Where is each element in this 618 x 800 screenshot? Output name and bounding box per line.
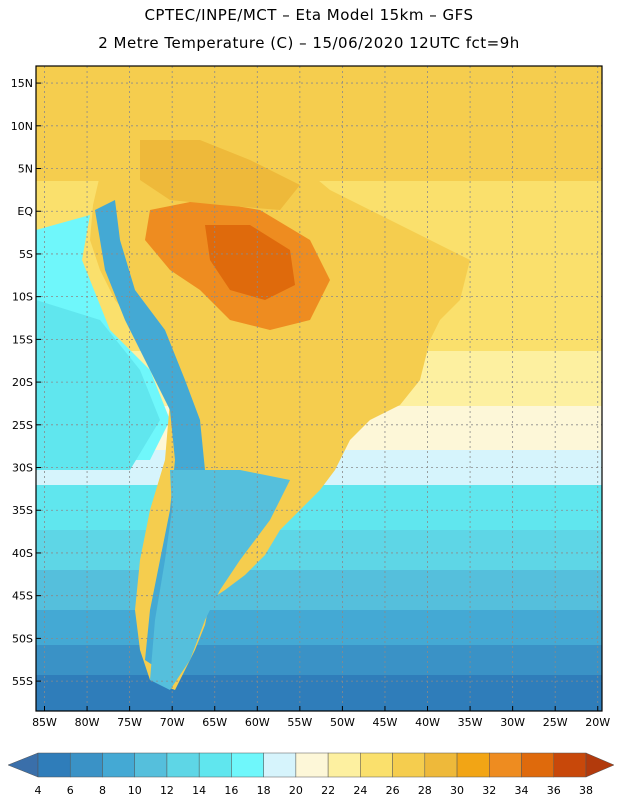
lon-label: 30W	[500, 716, 525, 729]
amazon-hottest-core	[205, 225, 295, 300]
colorbar-box	[553, 752, 587, 778]
colorbar-box	[521, 752, 555, 778]
colorbar-box	[231, 752, 264, 778]
colorbar-label: 22	[321, 784, 335, 797]
colorbar-label: 12	[160, 784, 174, 797]
lat-label: 5S	[19, 248, 33, 261]
lon-label: 40W	[415, 716, 440, 729]
colorbar-box	[134, 752, 168, 778]
lat-label: 45S	[12, 590, 33, 603]
colorbar-label: 16	[224, 784, 238, 797]
colorbar-box	[327, 752, 361, 778]
colorbar-box	[392, 752, 426, 778]
colorbar-box	[198, 752, 232, 778]
colorbar-label: 14	[192, 784, 206, 797]
colorbar-box	[37, 752, 71, 778]
lat-label: 10N	[11, 120, 33, 133]
colorbar-box	[69, 752, 103, 778]
colorbar-label: 8	[99, 784, 106, 797]
lon-label: 75W	[117, 716, 142, 729]
lat-label: 15S	[12, 333, 33, 346]
colorbar-box	[166, 752, 200, 778]
colorbar-label: 6	[67, 784, 74, 797]
lon-label: 60W	[245, 716, 270, 729]
colorbar-box	[360, 752, 393, 778]
lat-label: 30S	[12, 462, 33, 475]
colorbar-high-arrow	[585, 752, 615, 778]
lat-lon-grid	[36, 66, 602, 711]
colorbar-box	[456, 752, 490, 778]
band-14	[36, 530, 602, 570]
colorbar-label: 32	[482, 784, 496, 797]
lon-label: 80W	[75, 716, 100, 729]
lon-label: 85W	[32, 716, 57, 729]
colorbar-label: 26	[386, 784, 400, 797]
lon-label: 20W	[585, 716, 610, 729]
band-10	[36, 610, 602, 645]
lon-label: 50W	[330, 716, 355, 729]
colorbar-label: 10	[128, 784, 142, 797]
lat-label: 10S	[12, 291, 33, 304]
colorbar-label: 34	[515, 784, 529, 797]
lat-label: 20S	[12, 376, 33, 389]
band-16	[36, 485, 602, 530]
colorbar-label: 28	[418, 784, 432, 797]
lon-label: 25W	[543, 716, 568, 729]
lat-label: EQ	[17, 205, 33, 218]
colorbar-label: 30	[450, 784, 464, 797]
colorbar-label: 36	[547, 784, 561, 797]
patagonia-cool	[150, 470, 290, 690]
lat-label: 55S	[12, 675, 33, 688]
map-title: CPTEC/INPE/MCT – Eta Model 15km – GFS	[144, 6, 474, 24]
colorbar-label: 20	[289, 784, 303, 797]
band-8	[36, 645, 602, 675]
map-frame	[35, 65, 603, 712]
lon-label: 70W	[160, 716, 185, 729]
colorbar-label: 38	[579, 784, 593, 797]
lat-label: 40S	[12, 547, 33, 560]
colorbar-box	[489, 752, 522, 778]
colorbar-box	[102, 752, 135, 778]
colorbar-box	[263, 752, 297, 778]
colorbar-label: 18	[257, 784, 271, 797]
colorbar-label: 4	[35, 784, 42, 797]
north-hot-region	[140, 140, 300, 210]
lat-label: 25S	[12, 419, 33, 432]
lat-label: 50S	[12, 632, 33, 645]
axis-labels: 15N 10N 5N EQ 5S 10S 15S 20S 25S 30S 35S 40S 45S 50S 5…	[11, 77, 611, 729]
colorbar-low-arrow	[7, 752, 39, 778]
lat-label: 15N	[11, 77, 33, 90]
band-12	[36, 570, 602, 610]
lon-label: 55W	[287, 716, 312, 729]
colorbar-label: 24	[353, 784, 367, 797]
map-subtitle: 2 Metre Temperature (C) – 15/06/2020 12U…	[98, 34, 520, 52]
lat-label: 5N	[18, 163, 33, 176]
lon-label: 65W	[202, 716, 227, 729]
lon-label: 45W	[373, 716, 398, 729]
lat-label: 35S	[12, 504, 33, 517]
colorbar-box	[424, 752, 458, 778]
pacific-cooler-water	[36, 300, 160, 470]
colorbar-box	[295, 752, 329, 778]
lon-label: 35W	[458, 716, 483, 729]
